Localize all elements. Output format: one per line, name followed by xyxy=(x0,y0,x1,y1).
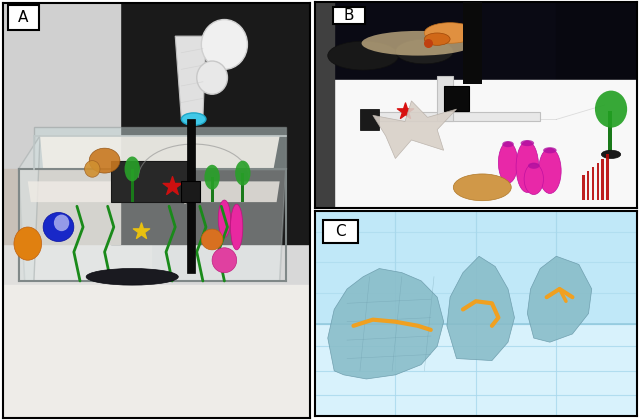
Bar xyxy=(608,111,612,156)
Bar xyxy=(437,76,453,121)
Bar xyxy=(363,112,540,121)
Ellipse shape xyxy=(424,23,476,43)
Ellipse shape xyxy=(424,33,450,45)
Text: B: B xyxy=(344,8,354,23)
FancyBboxPatch shape xyxy=(323,220,358,243)
Bar xyxy=(463,2,483,84)
Ellipse shape xyxy=(362,31,474,55)
Point xyxy=(400,108,410,115)
Ellipse shape xyxy=(84,160,100,177)
Ellipse shape xyxy=(86,268,179,285)
Point xyxy=(167,182,177,189)
Ellipse shape xyxy=(235,160,250,186)
Ellipse shape xyxy=(453,174,511,201)
Bar xyxy=(596,163,599,199)
Bar xyxy=(606,155,609,200)
Ellipse shape xyxy=(218,200,230,237)
Ellipse shape xyxy=(528,163,540,169)
Polygon shape xyxy=(34,127,286,169)
Ellipse shape xyxy=(499,142,518,183)
Ellipse shape xyxy=(204,165,220,190)
Ellipse shape xyxy=(181,113,206,125)
Bar xyxy=(211,177,214,202)
Polygon shape xyxy=(373,101,456,158)
Ellipse shape xyxy=(396,39,453,64)
Polygon shape xyxy=(19,136,40,281)
Polygon shape xyxy=(527,256,592,342)
Ellipse shape xyxy=(328,41,399,70)
Bar xyxy=(131,169,134,202)
Ellipse shape xyxy=(54,215,69,231)
Ellipse shape xyxy=(196,61,227,94)
Bar xyxy=(241,173,244,202)
Polygon shape xyxy=(328,268,444,379)
Bar xyxy=(582,175,585,200)
Ellipse shape xyxy=(502,141,514,147)
Ellipse shape xyxy=(125,157,140,181)
Ellipse shape xyxy=(14,227,42,260)
Ellipse shape xyxy=(595,91,627,128)
Polygon shape xyxy=(447,256,515,361)
Ellipse shape xyxy=(543,147,557,153)
FancyBboxPatch shape xyxy=(333,7,365,24)
Bar xyxy=(111,160,188,202)
Bar xyxy=(181,181,200,202)
Polygon shape xyxy=(40,136,280,169)
Ellipse shape xyxy=(43,213,74,242)
Text: A: A xyxy=(18,10,28,25)
Bar xyxy=(444,87,469,111)
Polygon shape xyxy=(175,36,206,119)
Ellipse shape xyxy=(539,148,561,194)
Ellipse shape xyxy=(520,140,534,146)
Ellipse shape xyxy=(202,229,223,250)
Ellipse shape xyxy=(602,150,621,158)
Ellipse shape xyxy=(212,248,237,273)
Bar xyxy=(187,119,195,273)
Bar xyxy=(360,109,380,130)
Polygon shape xyxy=(19,169,286,281)
Bar xyxy=(592,167,595,200)
Bar xyxy=(602,158,604,200)
Text: C: C xyxy=(335,224,346,239)
Ellipse shape xyxy=(89,148,120,173)
Point xyxy=(422,40,433,47)
Bar xyxy=(587,171,589,200)
Ellipse shape xyxy=(202,20,248,69)
Polygon shape xyxy=(28,181,280,202)
Point xyxy=(136,228,147,234)
Point xyxy=(182,194,193,201)
Ellipse shape xyxy=(524,164,543,194)
Ellipse shape xyxy=(230,204,243,250)
Ellipse shape xyxy=(516,141,539,192)
FancyBboxPatch shape xyxy=(8,5,38,30)
